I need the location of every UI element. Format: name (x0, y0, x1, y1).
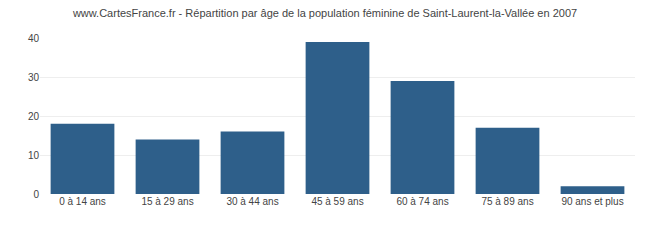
svg-text:30: 30 (28, 72, 40, 83)
svg-text:20: 20 (28, 111, 40, 122)
svg-text:40: 40 (28, 33, 40, 44)
svg-text:0 à 14 ans: 0 à 14 ans (59, 196, 106, 207)
svg-text:90 ans et plus: 90 ans et plus (561, 196, 623, 207)
svg-text:10: 10 (28, 150, 40, 161)
svg-text:75 à 89 ans: 75 à 89 ans (481, 196, 533, 207)
svg-text:60 à 74 ans: 60 à 74 ans (396, 196, 448, 207)
svg-text:30 à 44 ans: 30 à 44 ans (226, 196, 278, 207)
svg-text:www.CartesFrance.fr - Répartit: www.CartesFrance.fr - Répartition par âg… (72, 7, 577, 19)
svg-text:45 à 59 ans: 45 à 59 ans (311, 196, 363, 207)
svg-text:0: 0 (33, 189, 39, 200)
svg-text:15 à 29 ans: 15 à 29 ans (141, 196, 193, 207)
